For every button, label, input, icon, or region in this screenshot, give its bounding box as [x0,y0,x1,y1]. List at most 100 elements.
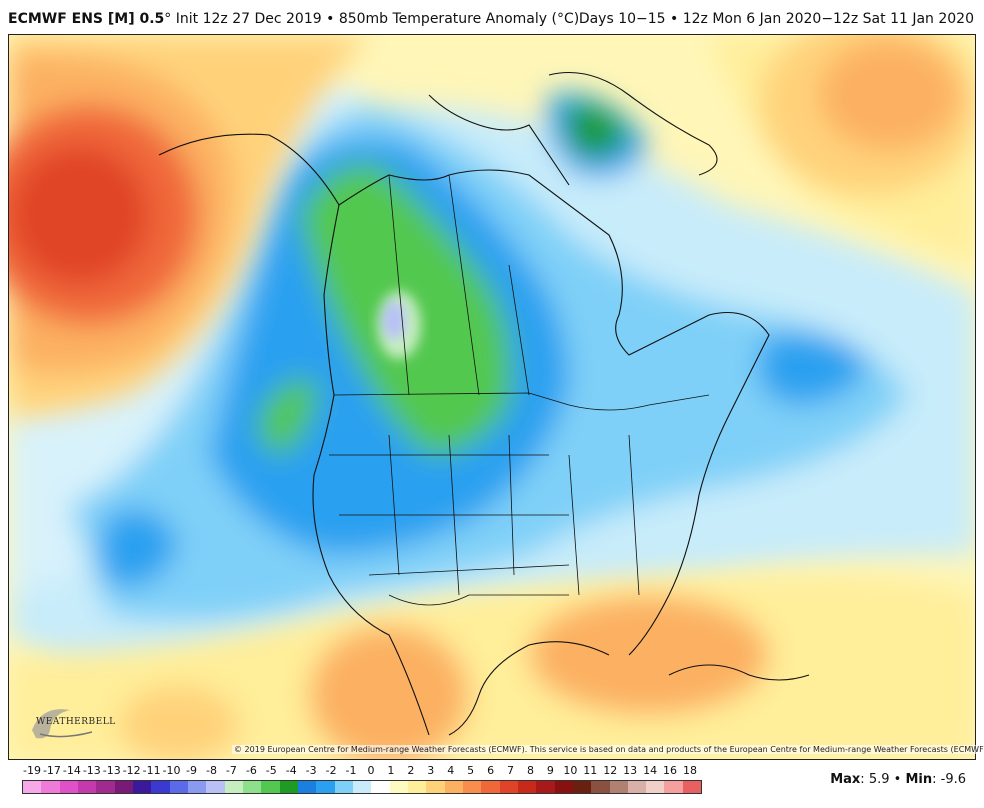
legend-tick-label: -6 [245,764,257,777]
legend-swatch [517,781,537,793]
legend-tick-label: -1 [345,764,357,777]
legend-swatch [554,781,573,793]
legend-swatch [77,781,97,793]
coastlines [158,72,810,736]
valid-period: Days 10−15 • 12z Mon 6 Jan 2020−12z Sat … [578,11,974,27]
legend-swatch [664,781,683,793]
legend-swatch [389,781,408,793]
legend-swatch [646,781,665,793]
legend-swatch [682,781,702,793]
legend-swatch [41,781,60,793]
init-time: Init 12z 27 Dec 2019 [175,11,322,27]
southern-warm-anomaly [9,575,975,759]
field-name: 850mb Temperature Anomaly (°C) [338,11,580,27]
legend-swatch [444,781,463,793]
legend-tick-label: -3 [305,764,317,777]
legend-swatch [536,781,555,793]
stats-bullet: • [893,772,902,787]
max-min-readout: Max: 5.9 • Min: -9.6 [830,772,966,787]
legend-tick-label: 18 [683,764,697,777]
legend-swatch [187,781,207,793]
legend-tick-label: -12 [122,764,141,777]
legend-swatch [352,781,372,793]
pacific-warm-anomaly [9,35,369,415]
legend-tick-label: -10 [162,764,181,777]
legend-swatch [499,781,518,793]
legend-tick-label: -14 [62,764,81,777]
legend-tick-label: -2 [325,764,337,777]
legend-tick-label: -17 [42,764,61,777]
anomaly-map [9,35,975,759]
legend-swatch [609,781,628,793]
map-canvas [8,34,976,760]
legend-swatch [23,781,42,793]
logo-text: WEATHERBELL [36,717,116,727]
legend-tick-label: 1 [387,764,395,777]
legend-swatch [426,781,445,793]
legend-tick-label: -13 [82,764,101,777]
legend-swatch [572,781,592,793]
legend-swatch [206,781,225,793]
legend-tick-label: 0 [367,764,375,777]
legend-tick-label: 14 [643,764,658,777]
legend-tick-label: -19 [23,764,41,777]
legend-swatch [371,781,390,793]
cold-core [377,291,421,359]
legend-tick-label: -5 [265,764,277,777]
legend-tick-label: 13 [623,764,638,777]
legend-tick-label: -13 [102,764,121,777]
legend-tick-label: 11 [583,764,598,777]
legend-colorbar [22,780,702,794]
legend-tick-label: 12 [603,764,618,777]
legend-tick-label: 5 [467,764,475,777]
legend-swatch [261,781,280,793]
legend-swatch [59,781,78,793]
legend-tick-label: 16 [663,764,678,777]
title-separator: • [326,11,335,27]
max-label: Max [830,772,861,787]
legend-swatch [316,781,335,793]
legend-swatch [627,781,647,793]
legend-tick-label: 4 [447,764,455,777]
legend-tick-label: -4 [285,764,297,777]
title-bar: ECMWF ENS [M] 0.5° Init 12z 27 Dec 2019 … [0,0,984,34]
legend-swatch [151,781,170,793]
legend-swatch [242,781,262,793]
copyright-notice: © 2019 European Centre for Medium-range … [232,745,984,754]
max-value: 5.9 [868,772,890,787]
atlantic-warm-anomaly [709,35,975,265]
legend-labels: -19 -17 -14 -13 -13 -12 -11 -10 -9 -8 -7 -6 -5 -4 -3 -2… [22,764,702,778]
legend-swatch [481,781,500,793]
legend-tick-label: 3 [427,764,435,777]
color-legend: -19 -17 -14 -13 -13 -12 -11 -10 -9 -8 -7 -6 -5 -4 -3 -2… [22,764,702,804]
legend-swatch [462,781,482,793]
legend-swatch [169,781,188,793]
model-name: ECMWF ENS [M] 0.5 [8,11,165,27]
logo-swirl [32,709,93,739]
legend-tick-label: -9 [186,764,197,777]
legend-tick-label: -8 [205,764,217,777]
legend-tick-label: 9 [546,764,554,777]
legend-tick-label: 2 [407,764,415,777]
map-title: ECMWF ENS [M] 0.5° Init 12z 27 Dec 2019 … [8,11,579,27]
legend-swatch [591,781,610,793]
legend-swatch [114,781,133,793]
legend-swatch [96,781,115,793]
legend-tick-label: 6 [487,764,495,777]
legend-tick-label: 8 [526,764,534,777]
legend-tick-label: -11 [142,764,161,777]
min-value: -9.6 [940,772,966,787]
degree-symbol: ° [164,11,172,27]
legend-swatch [334,781,353,793]
legend-swatch [132,781,152,793]
legend-swatch [407,781,427,793]
legend-tick-label: 10 [563,764,578,777]
legend-swatch [224,781,243,793]
weatherbell-logo: WEATHERBELL [22,700,115,744]
min-label: Min [905,772,933,787]
legend-tick-label: -7 [225,764,237,777]
political-borders [329,174,710,606]
legend-swatch [279,781,298,793]
legend-swatch [297,781,317,793]
legend-tick-label: 7 [507,764,515,777]
